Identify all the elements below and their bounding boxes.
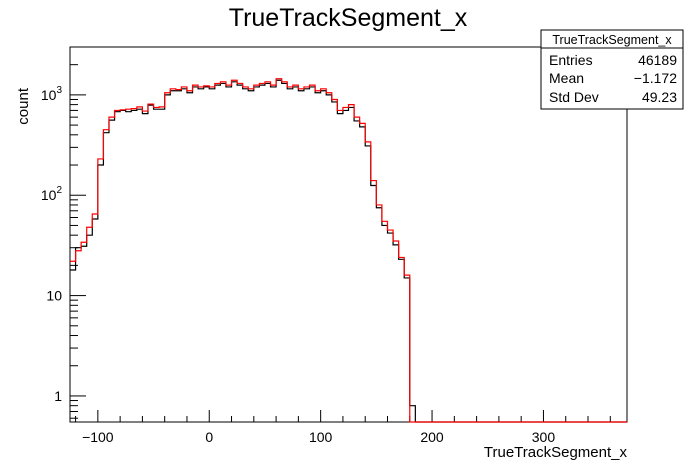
stats-box-frame [540,29,684,110]
y-tick-label: 102 [41,185,63,203]
histogram-series-2 [70,78,627,423]
x-axis-ticks: −100 0 100 200 300 [75,410,611,445]
stats-entries-value: 46189 [638,52,677,68]
histogram-series [70,78,627,423]
x-tick-label: 100 [309,429,333,445]
x-tick-label: 300 [532,429,556,445]
stats-box-title: TrueTrackSegment_x [552,33,672,47]
y-axis-ticks: 1 10 102 103 [41,46,86,419]
plot-frame [69,46,628,423]
x-tick-label: 200 [420,429,444,445]
chart-title: TrueTrackSegment_x [229,4,468,32]
stats-mean-value: −1.172 [634,70,677,86]
histogram-series-1 [70,79,627,423]
stats-box: TrueTrackSegment_x Entries 46189 Mean −1… [540,29,684,110]
stats-stddev-value: 49.23 [642,89,677,105]
y-tick-label: 1 [54,388,62,404]
x-tick-label: −100 [82,429,114,445]
x-tick-label: 0 [205,429,213,445]
y-axis-label: count [15,87,32,125]
stats-entries-label: Entries [549,52,593,68]
stats-mean-label: Mean [549,70,584,86]
stats-stddev-label: Std Dev [549,89,599,105]
y-tick-label: 103 [41,85,63,103]
y-tick-label: 10 [46,288,62,304]
x-axis-label: TrueTrackSegment_x [484,444,628,461]
